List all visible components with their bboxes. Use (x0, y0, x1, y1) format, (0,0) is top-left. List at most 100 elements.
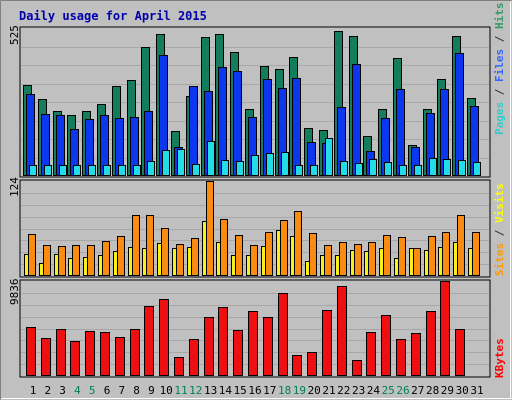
panel1-ymax-label: 525 (8, 25, 21, 45)
bar-pages-day-20 (310, 165, 318, 176)
bar-kbytes-day-2 (41, 338, 51, 376)
x-tick-label-day-2: 2 (44, 384, 51, 397)
bar-sites-day-14 (220, 219, 228, 276)
bar-pages-day-23 (355, 163, 363, 176)
bar-pages-day-3 (59, 165, 67, 176)
legend-sites: Sites (493, 243, 506, 276)
panel2-legend: Sites / Visits (493, 183, 506, 276)
bar-sites-day-31 (472, 232, 480, 276)
bar-files-day-30 (455, 53, 464, 176)
x-tick-label-day-8: 8 (133, 384, 140, 397)
x-tick-label-day-23: 23 (352, 384, 365, 397)
bar-files-day-19 (292, 78, 301, 176)
x-tick-label-day-5: 5 (89, 384, 96, 397)
bar-kbytes-day-15 (233, 330, 243, 376)
bar-files-day-15 (233, 71, 242, 176)
bar-kbytes-day-14 (218, 307, 228, 376)
bar-pages-day-11 (177, 149, 185, 176)
bar-kbytes-day-4 (70, 341, 80, 376)
x-tick-label-day-31: 31 (470, 384, 483, 397)
x-tick-label-day-7: 7 (118, 384, 125, 397)
bar-files-day-12 (189, 86, 198, 176)
bar-kbytes-day-23 (352, 360, 362, 376)
bar-sites-day-25 (383, 235, 391, 276)
bar-pages-day-25 (384, 162, 392, 176)
bar-sites-day-20 (309, 233, 317, 276)
x-tick-label-day-29: 29 (441, 384, 454, 397)
bar-sites-day-12 (191, 238, 199, 276)
legend-sep: / (493, 223, 506, 243)
bar-sites-day-13 (206, 181, 214, 276)
legend-sep: / (493, 82, 506, 102)
bar-sites-day-19 (294, 211, 302, 276)
bar-kbytes-day-6 (100, 332, 110, 376)
bar-pages-day-24 (369, 159, 377, 176)
bar-kbytes-day-22 (337, 286, 347, 376)
bar-sites-day-22 (339, 242, 347, 276)
bar-kbytes-day-9 (144, 306, 154, 376)
bar-pages-day-14 (221, 160, 229, 176)
bar-sites-day-30 (457, 215, 465, 276)
x-tick-label-day-12: 12 (189, 384, 202, 397)
bar-kbytes-day-28 (426, 311, 436, 376)
bar-pages-day-9 (147, 161, 155, 176)
x-tick-label-day-13: 13 (204, 384, 217, 397)
legend-hits: Hits (493, 3, 506, 30)
x-tick-label-day-28: 28 (426, 384, 439, 397)
bar-kbytes-day-17 (263, 317, 273, 376)
bar-sites-day-2 (43, 245, 51, 276)
bar-sites-day-26 (398, 237, 406, 276)
bar-files-day-23 (352, 64, 361, 176)
bar-pages-day-1 (29, 165, 37, 176)
legend-files: Files (493, 49, 506, 82)
bar-kbytes-day-16 (248, 311, 258, 376)
bar-pages-day-4 (73, 165, 81, 176)
x-tick-label-day-30: 30 (456, 384, 469, 397)
x-tick-label-day-20: 20 (308, 384, 321, 397)
bar-files-day-1 (26, 94, 35, 176)
x-axis-day-labels: 1 2 3 4 5 6 7 8 9 10 11 12 13 14 15 16 17 18 19 20 21 22 23 24 2… (30, 384, 484, 397)
x-tick-label-day-25: 25 (382, 384, 395, 397)
x-tick-label-day-10: 10 (160, 384, 173, 397)
bar-sites-day-4 (72, 245, 80, 276)
bar-sites-day-9 (146, 215, 154, 276)
bar-sites-day-18 (280, 220, 288, 276)
bar-kbytes-day-3 (56, 329, 66, 376)
bar-sites-day-8 (132, 215, 140, 276)
bar-sites-day-7 (117, 236, 125, 276)
bar-sites-day-29 (442, 232, 450, 276)
panel2-ymax-label: 124 (8, 177, 21, 197)
legend-visits: Visits (493, 183, 506, 223)
bar-pages-day-31 (473, 162, 481, 176)
bar-sites-day-21 (324, 245, 332, 276)
bar-marks (23, 31, 481, 376)
bar-sites-day-11 (176, 244, 184, 276)
bar-sites-day-3 (58, 246, 66, 276)
bar-pages-day-26 (399, 165, 407, 176)
x-tick-label-day-1: 1 (30, 384, 37, 397)
bar-pages-day-29 (443, 159, 451, 176)
x-tick-label-day-19: 19 (293, 384, 306, 397)
x-tick-label-day-18: 18 (278, 384, 291, 397)
bar-kbytes-day-11 (174, 357, 184, 376)
bar-kbytes-day-24 (366, 332, 376, 376)
bar-pages-day-13 (207, 141, 215, 176)
bar-kbytes-day-25 (381, 315, 391, 376)
bar-pages-day-6 (103, 165, 111, 176)
bar-kbytes-day-29 (440, 281, 450, 376)
x-tick-label-day-15: 15 (234, 384, 247, 397)
bar-kbytes-day-12 (189, 339, 199, 376)
bar-pages-day-30 (458, 160, 466, 176)
bar-pages-day-21 (325, 138, 333, 176)
x-tick-label-day-3: 3 (59, 384, 66, 397)
bar-files-day-26 (396, 89, 405, 176)
legend-pages: Pages (493, 102, 506, 135)
bar-sites-day-5 (87, 245, 95, 276)
bar-kbytes-day-21 (322, 310, 332, 376)
bar-kbytes-day-5 (85, 331, 95, 376)
panel3-legend: KBytes (493, 338, 506, 378)
x-tick-label-day-26: 26 (396, 384, 409, 397)
x-tick-label-day-22: 22 (337, 384, 350, 397)
bar-kbytes-day-26 (396, 339, 406, 376)
